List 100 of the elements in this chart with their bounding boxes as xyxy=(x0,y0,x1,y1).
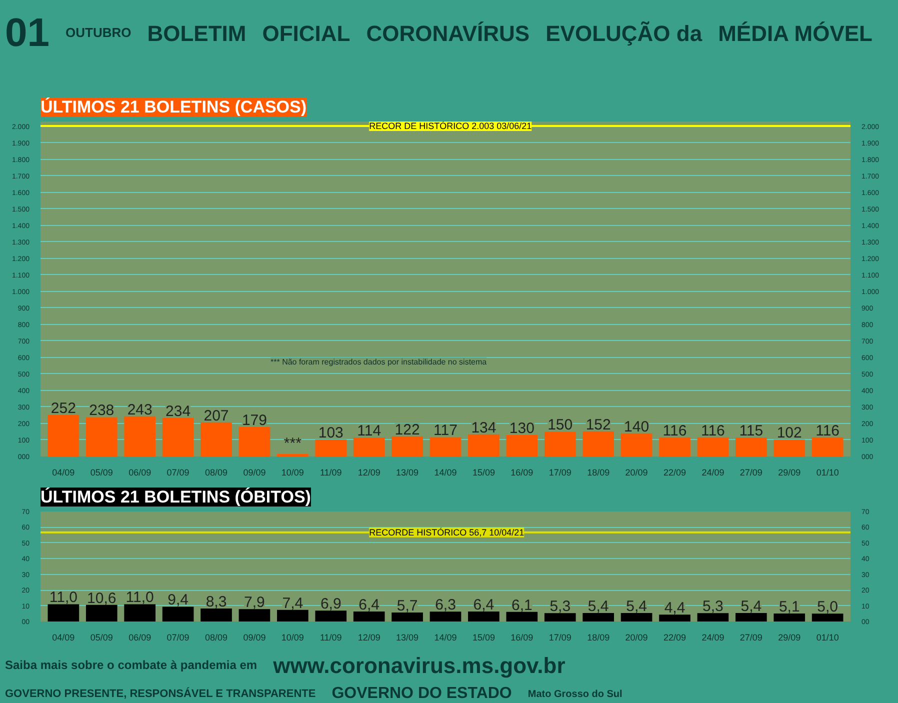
data-label: 9,4 xyxy=(168,592,188,609)
bar xyxy=(659,437,690,456)
x-tick-label: 22/09 xyxy=(663,468,686,478)
x-tick-label: 15/09 xyxy=(472,632,495,642)
chart-title: ÚLTIMOS 21 BOLETINS (ÓBITOS) xyxy=(40,486,311,506)
bar xyxy=(812,614,844,622)
data-label: 6,4 xyxy=(358,596,380,614)
annotation: *** Não foram registrados dados por instabilidade no sistema xyxy=(270,358,488,366)
x-tick-label: 13/09 xyxy=(396,468,419,478)
bar xyxy=(124,416,156,456)
text: EVOLUÇÃO da xyxy=(546,20,702,48)
data-label: 5,3 xyxy=(702,598,724,616)
data-label: 5,3 xyxy=(550,598,571,616)
bar xyxy=(124,604,156,622)
bar xyxy=(238,426,270,456)
x-tick-label: 14/09 xyxy=(434,468,457,478)
data-label: 6,3 xyxy=(435,596,456,614)
x-tick-label: 05/09 xyxy=(90,632,113,642)
data-label: 243 xyxy=(127,401,152,418)
text: Saiba mais sobre o combate à pandemia em xyxy=(5,657,258,674)
x-tick-label: 04/09 xyxy=(52,632,75,642)
bar xyxy=(162,606,194,622)
text: OFICIAL xyxy=(262,20,350,48)
data-label: 8,3 xyxy=(206,593,227,610)
bar xyxy=(48,414,80,456)
bar xyxy=(697,613,729,622)
text: OUTUBRO xyxy=(66,24,132,42)
x-tick-label: 27/09 xyxy=(740,632,762,642)
bar xyxy=(468,434,500,456)
text: CORONAVÍRUS xyxy=(366,20,530,48)
ref-line-label: RECOR DE HISTÓRICO 2.003 03/06/21 xyxy=(369,120,532,131)
bar xyxy=(506,612,538,622)
text: 01 xyxy=(5,10,50,57)
data-label: 179 xyxy=(242,412,267,429)
data-label: 234 xyxy=(166,402,191,420)
x-tick-label: 01/10 xyxy=(816,632,839,642)
data-label: 6,4 xyxy=(473,596,494,614)
x-tick-label: 12/09 xyxy=(358,632,380,642)
bar xyxy=(86,417,118,456)
data-label: 7,4 xyxy=(282,594,304,612)
x-tick-label: 09/09 xyxy=(243,632,266,642)
data-label: 102 xyxy=(776,424,802,442)
data-label: 115 xyxy=(739,422,764,440)
data-label: 114 xyxy=(357,422,382,440)
x-tick-label: 22/09 xyxy=(663,632,686,642)
x-tick-label: 10/09 xyxy=(281,632,304,642)
data-label: 5,4 xyxy=(588,598,609,616)
x-tick-label: 24/09 xyxy=(702,632,724,642)
x-tick-label: 07/09 xyxy=(166,468,190,478)
x-tick-label: 08/09 xyxy=(204,632,228,642)
x-tick-label: 11/09 xyxy=(320,632,342,642)
x-tick-label: 04/09 xyxy=(52,468,75,478)
bar xyxy=(468,611,500,622)
text: MÉDIA MÓVEL xyxy=(718,20,872,48)
data-label: 10,6 xyxy=(87,590,116,607)
bar xyxy=(277,610,308,622)
bar xyxy=(582,613,614,622)
bar xyxy=(315,610,347,622)
bar xyxy=(48,604,80,622)
bar xyxy=(392,436,423,456)
bar xyxy=(238,609,270,622)
x-tick-label: 16/09 xyxy=(510,632,534,642)
x-tick-label: 16/09 xyxy=(510,468,534,478)
bar xyxy=(392,612,423,622)
data-label: 11,0 xyxy=(49,589,78,606)
data-label: 7,9 xyxy=(244,594,265,612)
x-tick-label: 18/09 xyxy=(587,632,610,642)
x-tick-label: 14/09 xyxy=(434,632,457,642)
x-tick-label: 29/09 xyxy=(778,632,801,642)
x-tick-label: 17/09 xyxy=(548,468,572,478)
text: GOVERNO DO ESTADO xyxy=(332,684,512,703)
bar xyxy=(430,612,462,622)
bar xyxy=(544,613,576,622)
ref-line-label: RECORDE HISTÓRICO 56,7 10/04/21 xyxy=(369,527,524,538)
bar xyxy=(697,437,729,456)
x-tick-label: 29/09 xyxy=(778,468,801,478)
data-label: 116 xyxy=(700,422,725,440)
bar xyxy=(430,437,462,456)
data-label: 6,9 xyxy=(320,596,342,613)
data-label: 103 xyxy=(318,424,344,442)
data-label: 6,1 xyxy=(511,596,532,614)
x-tick-label: 13/09 xyxy=(396,632,419,642)
chart-title: ÚLTIMOS 21 BOLETINS (CASOS) xyxy=(40,96,307,116)
bar xyxy=(620,613,652,622)
data-label: 150 xyxy=(548,416,573,434)
bar xyxy=(200,422,232,456)
text: Mato Grosso do Sul xyxy=(528,688,622,702)
x-tick-label: 06/09 xyxy=(128,632,152,642)
data-label: 5,4 xyxy=(740,598,762,616)
bar xyxy=(582,431,614,456)
x-tick-label: 12/09 xyxy=(358,468,380,478)
data-label: 140 xyxy=(624,418,650,436)
data-label: 152 xyxy=(586,416,611,434)
bar xyxy=(86,604,118,622)
data-label: 11,0 xyxy=(126,589,154,606)
x-tick-label: 01/10 xyxy=(816,468,839,478)
data-label: *** xyxy=(284,435,302,452)
data-label: 207 xyxy=(204,407,229,424)
text: BOLETIM xyxy=(147,20,246,48)
bar xyxy=(735,438,767,456)
